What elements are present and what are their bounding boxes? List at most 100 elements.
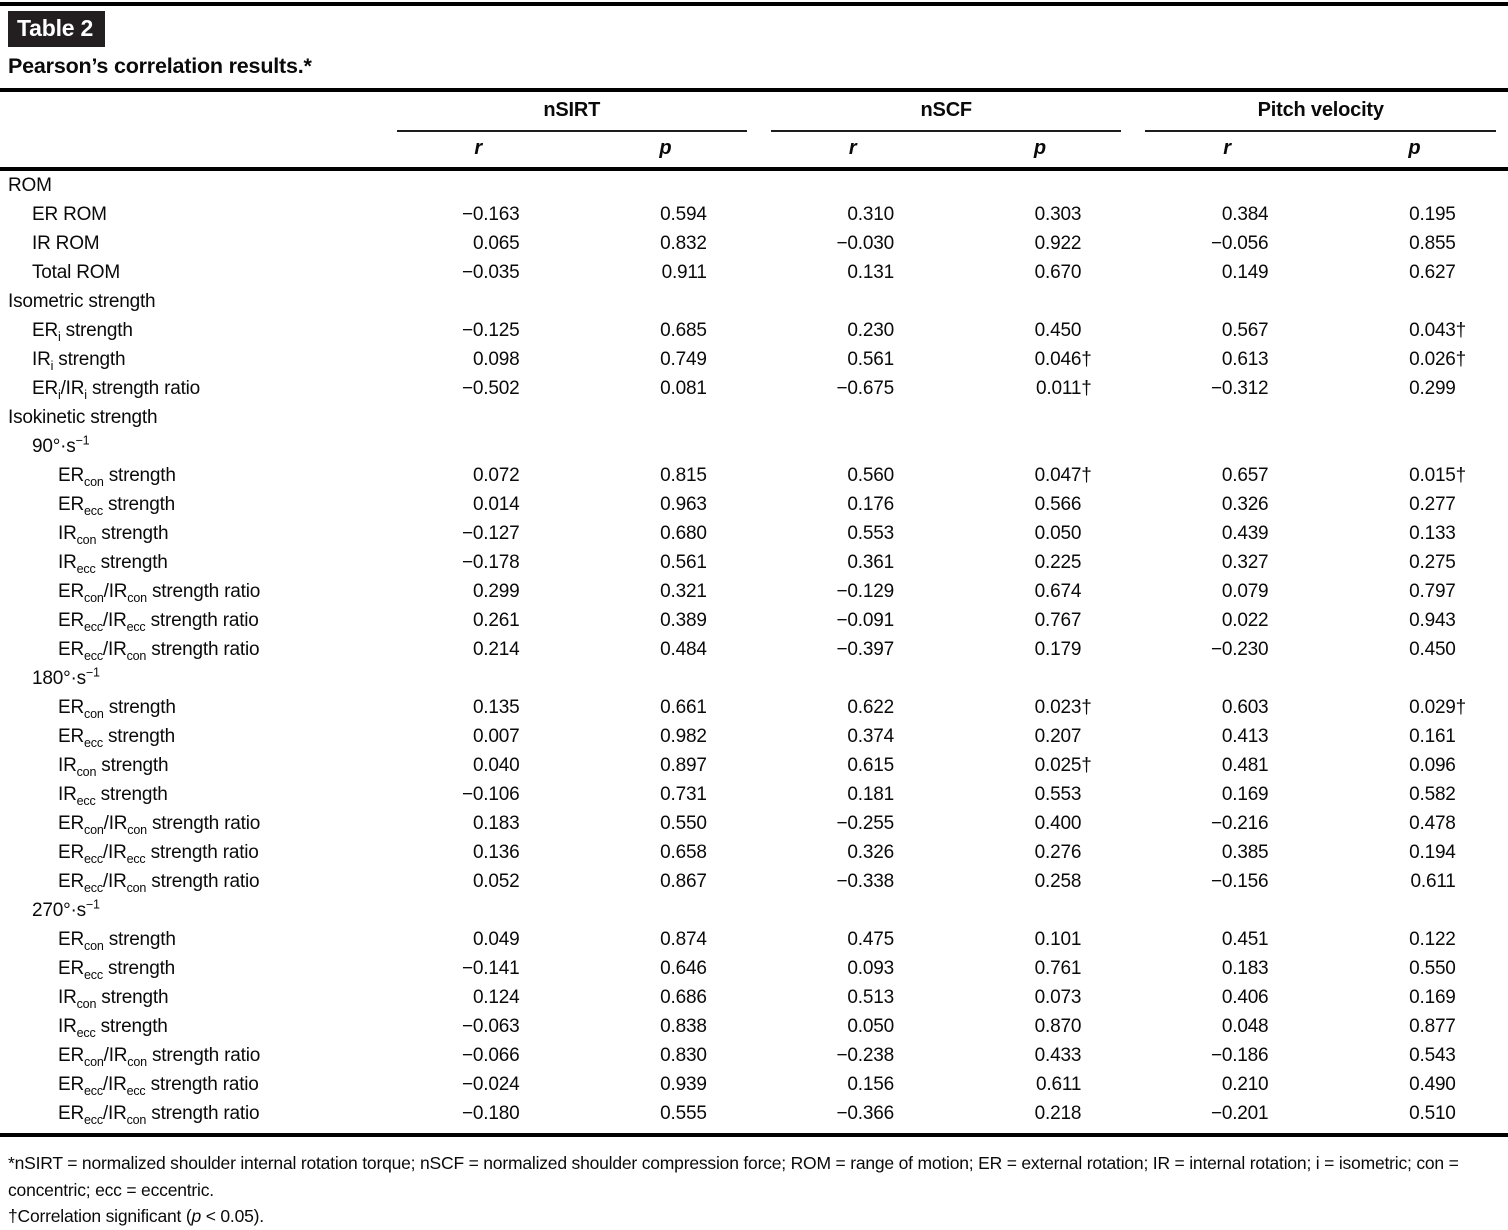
value-cell: 0.594: [572, 200, 759, 229]
value-cell: 0.661: [572, 693, 759, 722]
correlation-value: 0.326: [847, 842, 894, 864]
correlation-value: 0.611: [1036, 1074, 1082, 1096]
value-cell: 0.603: [1133, 693, 1320, 722]
value-cell: [1321, 169, 1508, 200]
correlation-value: 0.048: [1221, 1016, 1269, 1038]
correlation-value: −0.255: [836, 813, 895, 835]
correlation-value: 0.098: [472, 349, 520, 371]
value-cell: 0.181: [759, 780, 946, 809]
correlation-value: 0.052: [472, 871, 520, 893]
correlation-value: 0.475: [847, 929, 894, 951]
table-row: ER ROM −0.163 0.594 0.310 0.303 0.384 0.195: [0, 200, 1508, 229]
value-cell: 0.048: [1133, 1012, 1320, 1041]
value-cell: 0.156: [759, 1070, 946, 1099]
value-cell: 0.261: [385, 606, 572, 635]
correlation-value: 0.603: [1221, 697, 1269, 719]
correlation-value: 0.214: [472, 639, 520, 661]
subcolumn-header-r: r: [759, 132, 947, 172]
value-cell: [946, 432, 1133, 461]
value-cell: [946, 664, 1133, 693]
correlation-value: 0.982: [660, 726, 707, 748]
value-cell: 0.321: [572, 577, 759, 606]
value-cell: 0.081: [572, 374, 759, 403]
table-body: ROM ER ROM −0.163 0.594 0.310 0.303 0.384 0.195…: [0, 169, 1508, 1128]
correlation-value: 0.490: [1409, 1074, 1456, 1096]
value-cell: 0.210: [1133, 1070, 1320, 1099]
table-row: ERcon/IRcon strength ratio 0.299 0.321 −0.1…: [0, 577, 1508, 606]
value-cell: −0.141: [385, 954, 572, 983]
correlation-value: 0.011†: [1036, 378, 1092, 400]
correlation-value: 0.299: [472, 581, 520, 603]
correlation-value: −0.141: [462, 958, 520, 980]
row-label: 270°·s−1: [32, 898, 100, 922]
value-cell: 0.014: [385, 490, 572, 519]
section-row: 180°·s−1: [0, 664, 1508, 693]
value-cell: 0.870: [946, 1012, 1133, 1041]
section-row: 90°·s−1: [0, 432, 1508, 461]
value-cell: 0.855: [1321, 229, 1508, 258]
value-cell: [1133, 403, 1320, 432]
value-cell: 0.299: [1321, 374, 1508, 403]
correlation-value: 0.122: [1409, 929, 1456, 951]
correlation-value: 0.385: [1221, 842, 1269, 864]
corner-cell: [0, 132, 385, 172]
value-cell: 0.169: [1133, 780, 1320, 809]
correlation-value: −0.366: [836, 1103, 895, 1125]
value-cell: 0.761: [946, 954, 1133, 983]
value-cell: −0.180: [385, 1099, 572, 1128]
correlation-value: −0.163: [462, 204, 520, 226]
row-label: Isokinetic strength: [8, 407, 158, 429]
correlation-value: −0.125: [462, 320, 520, 342]
value-cell: 0.982: [572, 722, 759, 751]
correlation-value: 0.543: [1409, 1045, 1456, 1067]
correlation-value: 0.135: [472, 697, 520, 719]
table-row: IRcon strength −0.127 0.680 0.553 0.050 0.439…: [0, 519, 1508, 548]
value-cell: 0.096: [1321, 751, 1508, 780]
correlation-value: −0.675: [836, 378, 895, 400]
value-cell: 0.670: [946, 258, 1133, 287]
correlation-value: 0.553: [1034, 784, 1082, 806]
correlation-value: 0.400: [1034, 813, 1082, 835]
value-cell: 0.225: [946, 548, 1133, 577]
value-cell: −0.106: [385, 780, 572, 809]
correlation-value: 0.897: [660, 755, 707, 777]
table-row: ERecc strength −0.141 0.646 0.093 0.761 0.183…: [0, 954, 1508, 983]
value-cell: [759, 432, 946, 461]
value-cell: 0.015†: [1321, 461, 1508, 490]
correlation-value: 0.943: [1409, 610, 1456, 632]
value-cell: 0.867: [572, 867, 759, 896]
correlation-value: −0.091: [836, 610, 895, 632]
value-cell: 0.025†: [946, 751, 1133, 780]
value-cell: 0.561: [759, 345, 946, 374]
correlation-value: −0.178: [462, 552, 520, 574]
value-cell: −0.125: [385, 316, 572, 345]
value-cell: 0.161: [1321, 722, 1508, 751]
row-label: ERecc/IRcon strength ratio: [58, 871, 260, 896]
value-cell: −0.178: [385, 548, 572, 577]
value-cell: −0.127: [385, 519, 572, 548]
value-cell: 0.674: [946, 577, 1133, 606]
value-cell: 0.214: [385, 635, 572, 664]
correlation-value: 0.478: [1409, 813, 1456, 835]
correlation-value: 0.561: [847, 349, 894, 371]
value-cell: 0.611: [946, 1070, 1133, 1099]
table-row: ERecc/IRecc strength ratio 0.261 0.389 −0.0…: [0, 606, 1508, 635]
correlation-value: 0.838: [660, 1016, 707, 1038]
correlation-value: 0.510: [1409, 1103, 1456, 1125]
correlation-value: −0.216: [1210, 813, 1269, 835]
value-cell: [946, 169, 1133, 200]
correlation-value: 0.176: [847, 494, 894, 516]
correlation-value: 0.374: [847, 726, 894, 748]
correlation-value: 0.025†: [1034, 755, 1092, 777]
correlation-value: 0.156: [847, 1074, 894, 1096]
value-cell: [1321, 896, 1508, 925]
row-label: Isometric strength: [8, 291, 156, 313]
correlation-value: −0.230: [1210, 639, 1269, 661]
group-header-row: nSIRT nSCF Pitch velocity: [0, 92, 1508, 133]
value-cell: [1321, 664, 1508, 693]
value-cell: 0.510: [1321, 1099, 1508, 1128]
value-cell: [946, 403, 1133, 432]
value-cell: 0.022: [1133, 606, 1320, 635]
value-cell: 0.176: [759, 490, 946, 519]
